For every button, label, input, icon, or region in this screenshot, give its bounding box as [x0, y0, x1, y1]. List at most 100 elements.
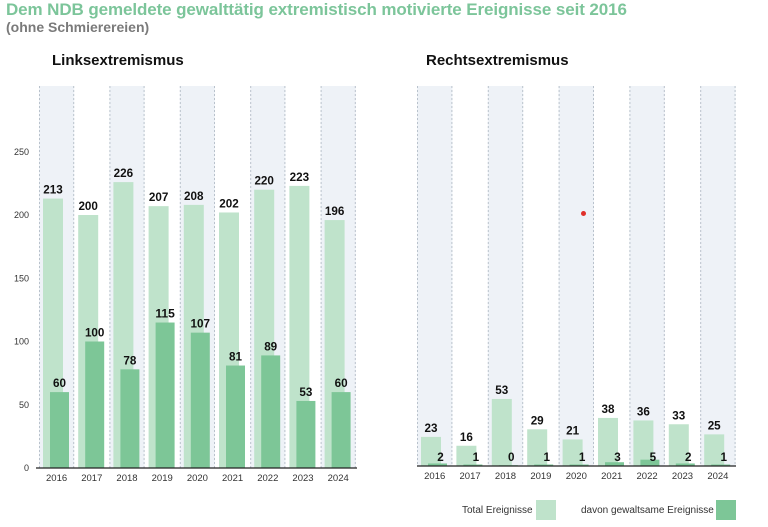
bar-total	[668, 424, 689, 466]
bar-violent	[120, 369, 140, 468]
data-label-violent: 5	[650, 450, 657, 464]
bar-violent	[85, 341, 105, 468]
x-tick-label: 2021	[222, 473, 243, 484]
data-label-violent: 107	[191, 317, 211, 331]
chart-title: Dem NDB gemeldete gewalttätig extremisti…	[6, 0, 627, 19]
bar-violent	[534, 464, 554, 466]
data-label-total: 16	[460, 430, 473, 444]
bar-total	[598, 417, 618, 466]
data-label-total: 23	[425, 421, 438, 435]
y-tick-label: 250	[14, 147, 29, 157]
bar-violent	[190, 332, 210, 468]
x-tick-label: 2018	[495, 471, 516, 482]
bar-violent	[640, 459, 660, 466]
bar-violent	[226, 365, 245, 468]
data-label-total: 38	[602, 402, 615, 416]
y-tick-label: 0	[24, 463, 29, 473]
data-label-total: 208	[184, 189, 204, 203]
x-tick-label: 2019	[530, 471, 551, 482]
y-tick-label: 50	[19, 400, 29, 410]
data-label-total: 220	[254, 174, 274, 188]
chart-panel-0: 0 50 100 150 200 250 213 60 2016 200 100 2017 226 78 2…	[14, 86, 357, 484]
data-label-total: 207	[149, 190, 169, 204]
data-label-violent: 3	[614, 450, 621, 464]
panel-title-rechts: Rechtsextremismus	[426, 52, 569, 69]
legend-swatch-violent	[716, 500, 736, 520]
x-tick-label: 2021	[601, 471, 622, 482]
data-label-violent: 1	[579, 450, 586, 464]
bar-violent	[296, 400, 316, 468]
data-label-total: 25	[708, 418, 721, 432]
x-tick-label: 2020	[566, 471, 587, 482]
data-label-violent: 1	[720, 450, 727, 464]
bar-violent	[331, 392, 351, 468]
panel-title-links: Linksextremismus	[52, 52, 184, 69]
data-label-total: 36	[637, 404, 650, 418]
background-band	[629, 86, 665, 466]
legend-label-total: Total Ereignisse	[462, 505, 533, 516]
bar-violent	[605, 462, 624, 466]
x-tick-label: 2020	[187, 473, 208, 484]
bar-total	[527, 429, 548, 466]
chart-panel-1: 2322016161201753020182912019211202038320…	[417, 86, 736, 482]
x-tick-label: 2022	[637, 471, 658, 482]
data-label-total: 53	[495, 383, 508, 397]
data-label-violent: 1	[473, 450, 480, 464]
data-label-violent: 89	[264, 339, 277, 353]
data-label-violent: 60	[53, 376, 66, 390]
chart-subtitle: (ohne Schmierereien)	[6, 19, 150, 35]
cursor-marker	[581, 211, 586, 216]
data-label-total: 202	[219, 196, 239, 210]
data-label-total: 196	[325, 204, 345, 218]
y-tick-label: 100	[14, 337, 29, 347]
data-label-violent: 100	[85, 326, 105, 340]
bar-total	[456, 445, 477, 466]
data-label-violent: 115	[155, 307, 175, 321]
x-tick-label: 2024	[707, 471, 728, 482]
data-label-total: 21	[566, 423, 579, 437]
bar-total	[704, 434, 725, 466]
bar-total	[562, 439, 583, 466]
x-tick-label: 2019	[152, 473, 173, 484]
data-label-violent: 1	[543, 450, 550, 464]
bar-total	[633, 420, 654, 466]
x-tick-label: 2022	[257, 473, 278, 484]
data-label-violent: 2	[437, 450, 444, 464]
data-label-violent: 2	[685, 450, 692, 464]
data-label-total: 223	[290, 170, 310, 184]
background-band	[558, 86, 594, 466]
bar-total	[289, 185, 310, 468]
bar-total	[421, 436, 441, 466]
bar-violent	[569, 464, 589, 466]
data-label-violent: 60	[335, 376, 348, 390]
data-label-total: 29	[531, 413, 544, 427]
data-label-violent: 78	[123, 353, 136, 367]
x-tick-label: 2016	[46, 473, 67, 484]
x-tick-label: 2023	[292, 473, 313, 484]
y-tick-label: 200	[14, 210, 29, 220]
legend-label-violent: davon gewaltsame Ereignisse	[581, 505, 714, 516]
data-label-violent: 53	[299, 385, 312, 399]
bar-violent	[675, 463, 695, 466]
background-band	[700, 86, 736, 466]
x-tick-label: 2023	[672, 471, 693, 482]
data-label-total: 33	[672, 408, 685, 422]
bar-violent	[428, 463, 447, 466]
data-label-violent: 81	[229, 350, 242, 364]
x-tick-label: 2017	[81, 473, 102, 484]
bar-violent	[50, 392, 69, 468]
bar-total	[491, 398, 512, 466]
background-band	[417, 86, 453, 466]
x-tick-label: 2024	[328, 473, 349, 484]
x-tick-label: 2018	[116, 473, 137, 484]
x-tick-label: 2016	[424, 471, 445, 482]
y-tick-label: 150	[14, 273, 29, 283]
bar-violent	[463, 464, 483, 466]
bar-violent	[711, 464, 731, 466]
data-label-total: 213	[43, 183, 63, 197]
legend-swatch-total	[536, 500, 556, 520]
data-label-total: 226	[114, 166, 134, 180]
x-tick-label: 2017	[460, 471, 481, 482]
bar-violent	[261, 355, 281, 468]
